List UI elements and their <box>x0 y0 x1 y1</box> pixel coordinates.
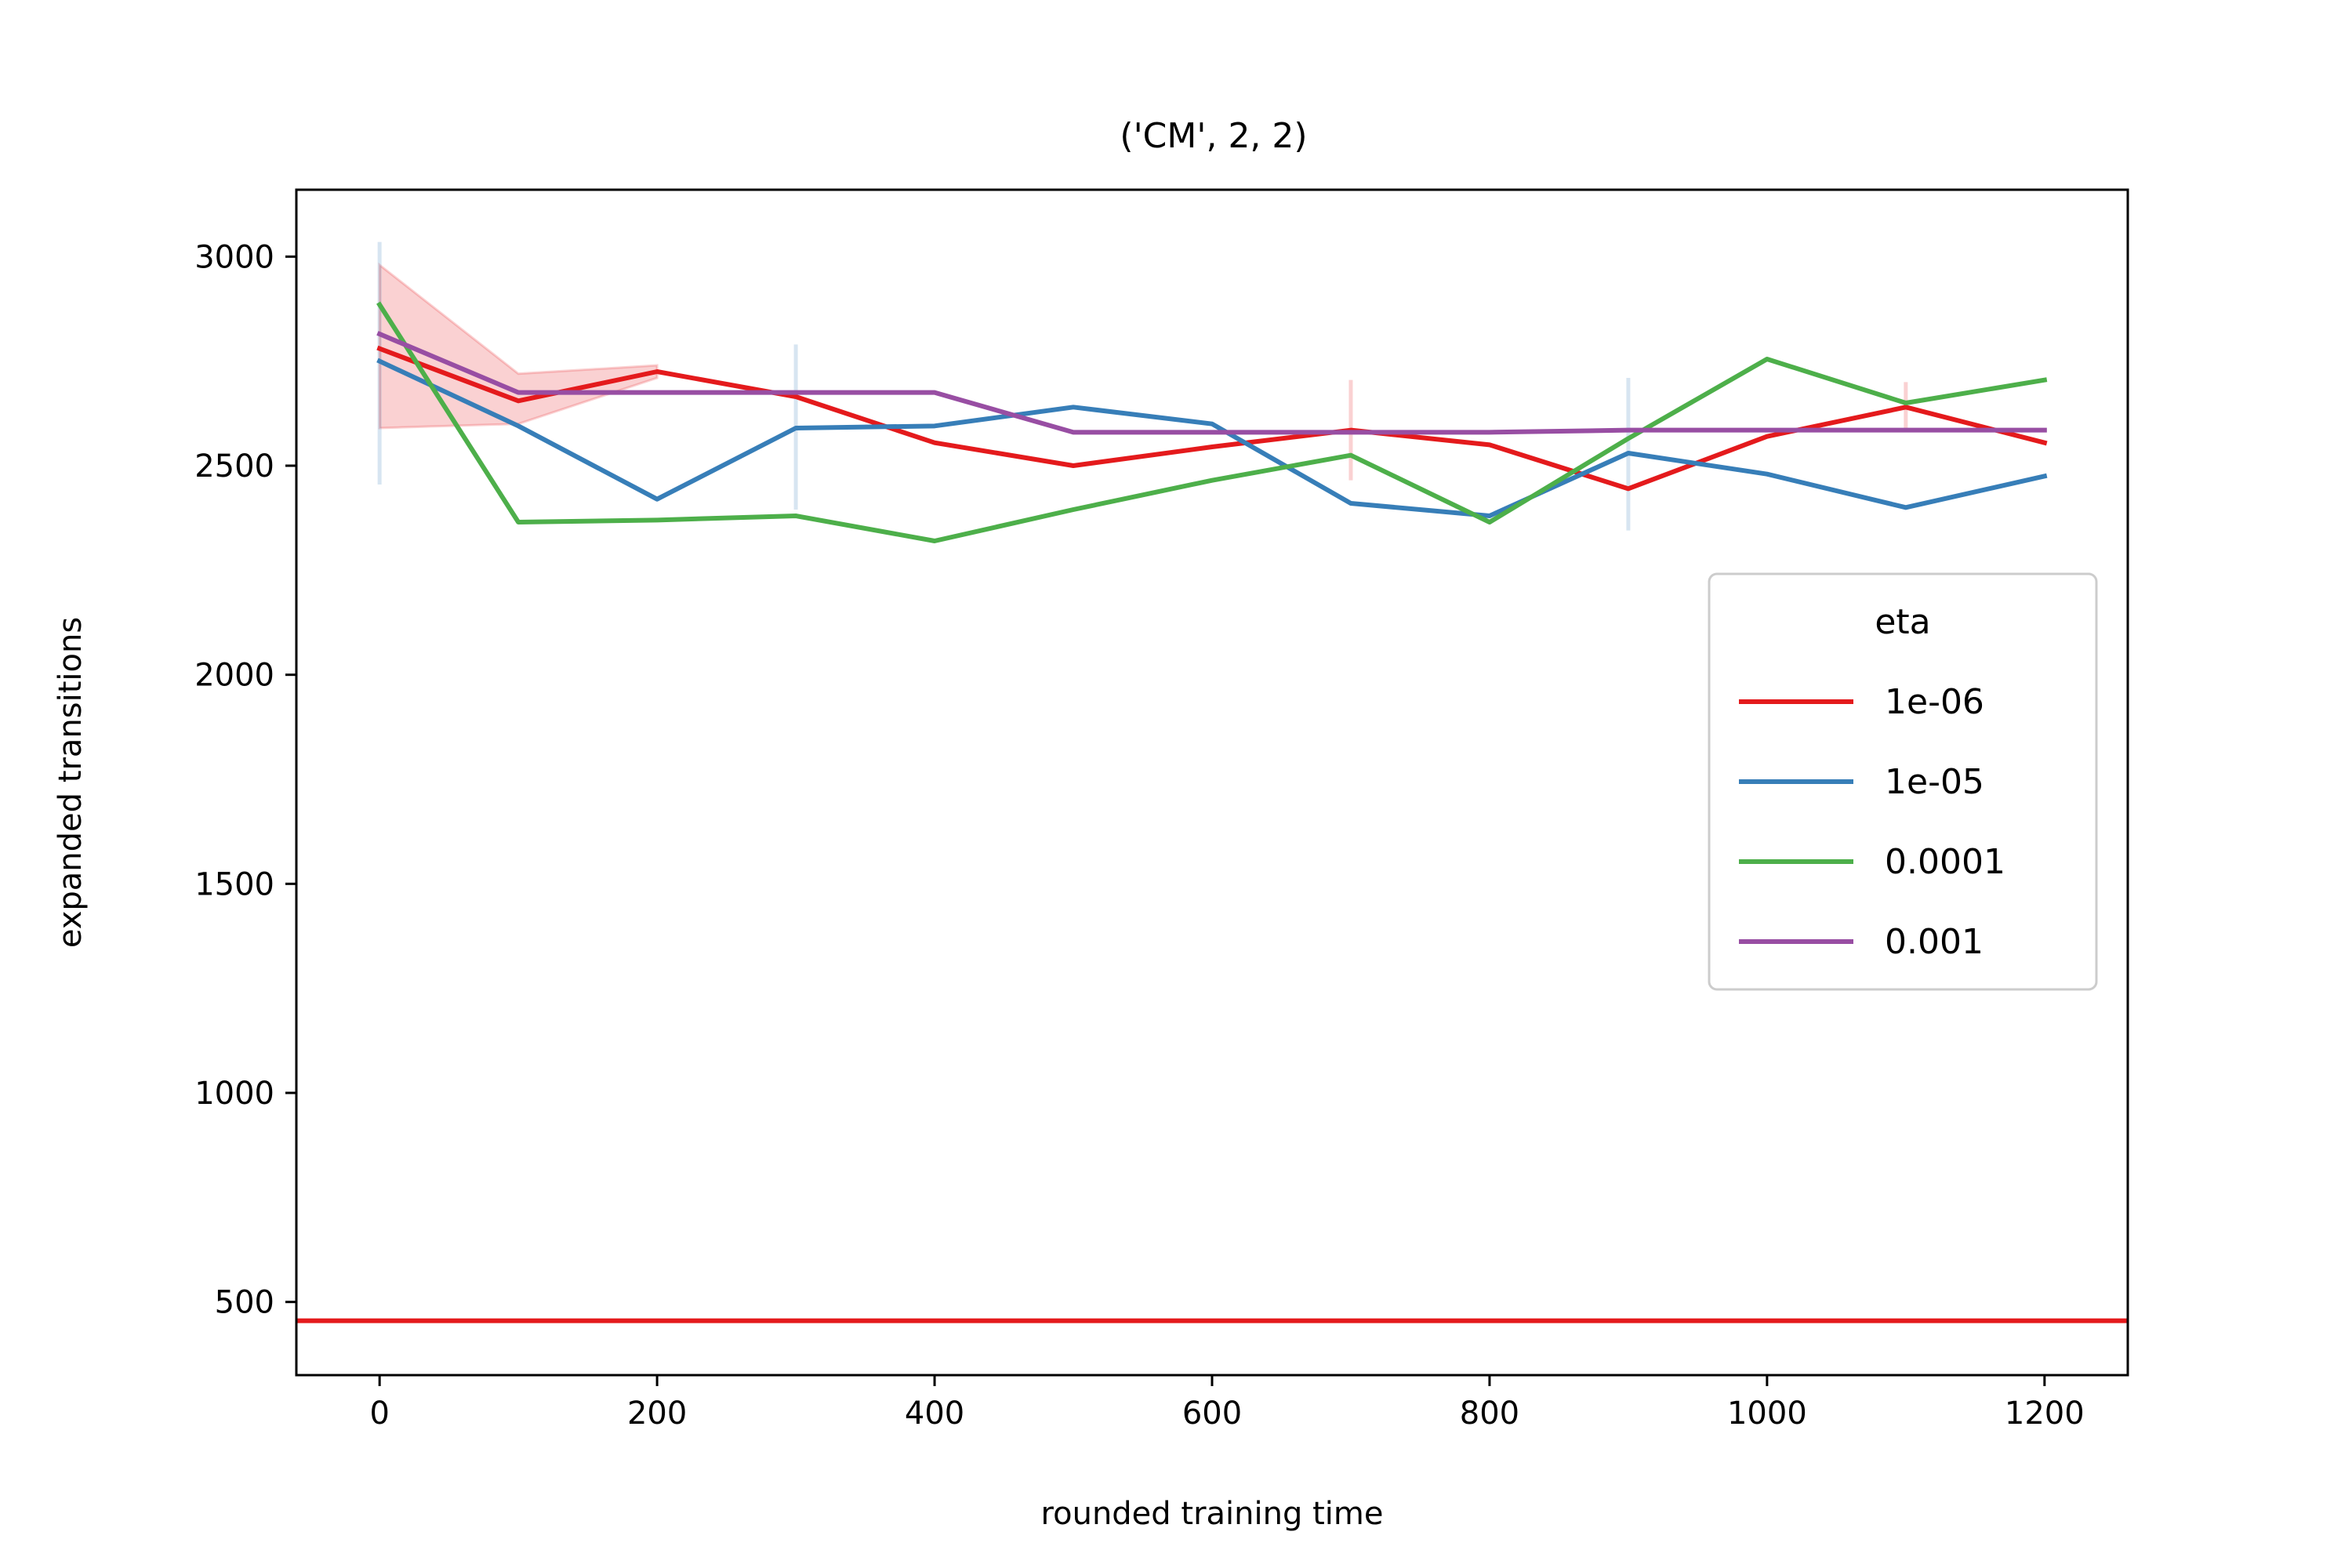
series-lines <box>376 301 2048 543</box>
series-line-0-001 <box>376 331 2047 435</box>
y-tick-label: 2500 <box>194 448 274 485</box>
series-line-1e-05 <box>376 358 2048 518</box>
y-axis-ticks: 500 1000 1500 2000 2500 3000 <box>194 239 296 1321</box>
x-tick-label: 200 <box>627 1396 687 1432</box>
y-tick-label: 1500 <box>194 866 274 902</box>
legend: eta 1e-06 1e-05 0.0001 0.001 <box>1708 572 2098 991</box>
chart-title: ('CM', 2, 2) <box>1120 116 1307 156</box>
y-tick-label: 2000 <box>194 658 274 694</box>
series-line-1e-06 <box>376 345 2048 492</box>
legend-label-1e-06: 1e-06 <box>1885 682 1984 722</box>
series-line-0-0001 <box>376 301 2048 543</box>
x-tick-label: 0 <box>369 1396 389 1432</box>
legend-label-0-0001: 0.0001 <box>1885 842 2005 882</box>
legend-label-1e-05: 1e-05 <box>1885 762 1984 802</box>
x-axis-label: rounded training time <box>1041 1496 1384 1532</box>
x-tick-label: 1200 <box>2005 1396 2085 1432</box>
x-tick-label: 800 <box>1460 1396 1519 1432</box>
legend-items: 1e-06 1e-05 0.0001 0.001 <box>1739 682 2005 962</box>
y-tick-label: 500 <box>215 1285 274 1321</box>
x-tick-label: 600 <box>1182 1396 1242 1432</box>
x-tick-label: 400 <box>905 1396 964 1432</box>
y-tick-label: 3000 <box>194 239 274 275</box>
x-axis-ticks: 0 200 400 600 800 1000 1200 <box>369 1375 2085 1432</box>
y-axis-label: expanded transitions <box>53 617 89 948</box>
y-tick-label: 1000 <box>194 1076 274 1112</box>
legend-box <box>1708 572 2098 991</box>
x-tick-label: 1000 <box>1727 1396 1807 1432</box>
legend-title: eta <box>1875 602 1930 642</box>
legend-label-0-001: 0.001 <box>1885 922 1984 962</box>
